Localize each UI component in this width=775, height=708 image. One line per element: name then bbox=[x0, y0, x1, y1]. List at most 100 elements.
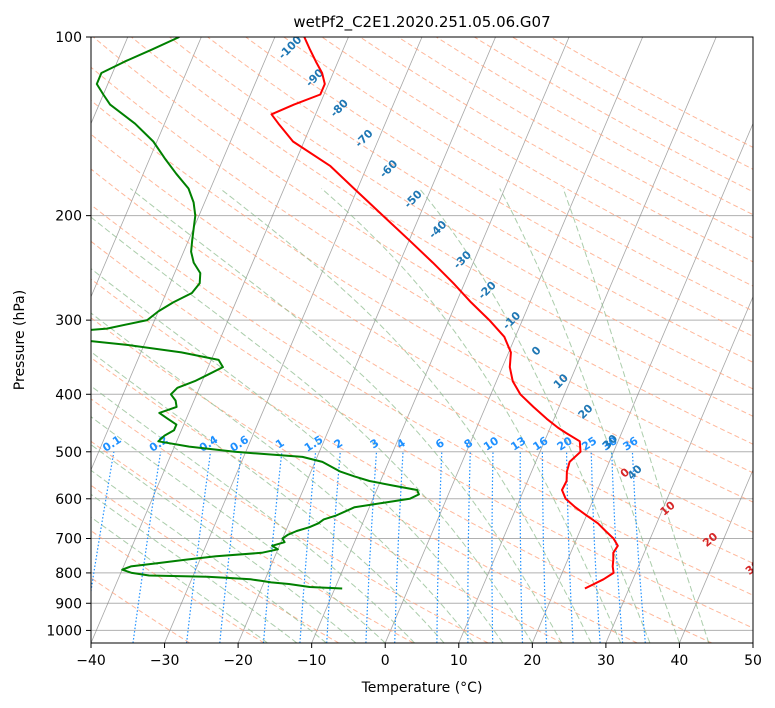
moist-adiabat-line bbox=[91, 516, 268, 643]
mixing-ratio-line bbox=[394, 451, 404, 643]
dewpoint-profile-line bbox=[91, 37, 420, 590]
y-tick-label: 1000 bbox=[46, 623, 82, 639]
dry-adiabat-label: -40 bbox=[426, 218, 449, 241]
y-tick-label: 800 bbox=[55, 566, 82, 582]
moist-adiabat-line bbox=[418, 188, 651, 643]
dry-adiabat-line bbox=[92, 37, 753, 445]
isotherm-line bbox=[237, 37, 496, 643]
y-tick-label: 500 bbox=[55, 445, 82, 461]
x-tick-label: −20 bbox=[223, 653, 253, 669]
dry-adiabat-line bbox=[91, 66, 753, 474]
isotherm-line bbox=[164, 37, 423, 643]
dry-adiabat-label: -80 bbox=[328, 96, 351, 119]
series-layer bbox=[91, 37, 619, 590]
y-tick-label: 400 bbox=[55, 387, 82, 403]
mixing-ratio-line bbox=[299, 451, 317, 643]
dry-adiabat-line bbox=[435, 37, 753, 216]
moist-adiabat-line bbox=[91, 443, 357, 643]
mixing-ratio-line bbox=[262, 451, 283, 643]
moist-adiabat-line bbox=[91, 351, 445, 643]
dry-adiabat-line bbox=[321, 37, 753, 287]
dry-adiabat-line bbox=[91, 577, 190, 643]
moist-adiabat-line bbox=[91, 416, 386, 643]
mixing-ratio-line bbox=[566, 451, 574, 643]
mixing-ratio-line bbox=[91, 451, 115, 595]
dry-adiabat-line bbox=[91, 240, 753, 629]
dry-adiabat-line bbox=[550, 37, 753, 148]
y-tick-label: 100 bbox=[55, 30, 82, 46]
moist-adiabat-line bbox=[219, 188, 592, 643]
mixing-ratio-label: 25 bbox=[579, 434, 599, 453]
dry-adiabat-line bbox=[91, 398, 489, 643]
isotherm-line bbox=[458, 37, 717, 643]
dry-adiabat-line bbox=[91, 204, 753, 596]
isotherm-line bbox=[752, 641, 753, 643]
dry-adiabat-line bbox=[512, 37, 753, 170]
dry-adiabat-line bbox=[91, 530, 265, 643]
moist-adiabat-line bbox=[91, 268, 504, 643]
dry-adiabat-line bbox=[91, 440, 414, 643]
moist-adiabat-line bbox=[321, 188, 622, 643]
dry-adiabat-label: 20 bbox=[576, 401, 596, 421]
moist-adiabat-line bbox=[91, 312, 474, 643]
moist-adiabat-line bbox=[499, 188, 680, 643]
moist-adiabat-label: 30 bbox=[743, 558, 763, 578]
isotherm-line bbox=[531, 122, 753, 643]
isotherm-line bbox=[679, 468, 753, 643]
dry-adiabat-line bbox=[91, 317, 638, 643]
moist-adiabat-line bbox=[91, 493, 298, 643]
x-axis-ticks: −40 −30 −20 −10 0 10 20 30 40 50 bbox=[76, 643, 762, 669]
isotherm-line bbox=[91, 37, 276, 471]
mixing-ratio-line bbox=[219, 451, 242, 643]
line-labels: 0.1 0.2 0.4 0.6 1 1.5 2 3 4 6 8 10 13 16 20 25 30 36-100-… bbox=[100, 37, 763, 578]
x-tick-label: 50 bbox=[744, 653, 762, 669]
x-tick-label: 30 bbox=[597, 653, 615, 669]
plot-frame bbox=[90, 36, 754, 644]
background-lines bbox=[91, 37, 753, 643]
moist-adiabat-label: 20 bbox=[700, 530, 720, 550]
y-tick-label: 600 bbox=[55, 492, 82, 508]
mixing-ratio-line bbox=[491, 451, 494, 643]
isotherm-line bbox=[605, 295, 753, 643]
chart-title: wetPf2_C2E1.2020.251.05.06.G07 bbox=[293, 13, 550, 32]
mixing-ratio-label: 6 bbox=[433, 436, 447, 451]
x-tick-label: −30 bbox=[150, 653, 180, 669]
isotherm-line bbox=[384, 37, 644, 643]
x-axis-label: Temperature (°C) bbox=[361, 680, 483, 696]
mixing-ratio-label: 16 bbox=[531, 434, 551, 453]
moist-adiabat-line bbox=[562, 188, 710, 643]
moist-adiabat-line bbox=[91, 216, 533, 643]
dry-adiabat-label: 10 bbox=[551, 371, 571, 391]
x-tick-label: 0 bbox=[381, 653, 390, 669]
moist-adiabat-line bbox=[129, 188, 563, 643]
mixing-ratio-line bbox=[365, 451, 378, 643]
x-tick-label: 10 bbox=[450, 653, 468, 669]
mixing-ratio-line bbox=[590, 451, 601, 643]
mixing-ratio-line bbox=[519, 451, 524, 643]
x-tick-label: −10 bbox=[297, 653, 327, 669]
mixing-ratio-label: 1 bbox=[273, 436, 287, 451]
mixing-ratio-line bbox=[436, 451, 443, 643]
dry-adiabat-line bbox=[91, 168, 753, 564]
mixing-ratio-line bbox=[132, 451, 162, 643]
mixing-ratio-line bbox=[186, 451, 212, 643]
mixing-ratio-line bbox=[631, 451, 646, 643]
dry-adiabat-label: 0 bbox=[529, 343, 544, 358]
isotherm-line bbox=[91, 37, 202, 298]
mixing-ratio-label: 4 bbox=[394, 436, 408, 451]
dry-adiabat-line bbox=[283, 37, 753, 312]
moist-adiabat-line bbox=[91, 385, 415, 643]
y-axis-ticks: 100 200 300 400 500 600 700 800 900 1000 bbox=[46, 30, 91, 639]
dry-adiabat-line bbox=[474, 37, 753, 193]
y-tick-label: 300 bbox=[55, 313, 82, 329]
y-tick-label: 200 bbox=[55, 209, 82, 225]
x-tick-label: 20 bbox=[523, 653, 541, 669]
mixing-ratio-label: 36 bbox=[621, 434, 641, 453]
moist-adiabat-label: 10 bbox=[658, 498, 678, 518]
x-tick-label: 40 bbox=[670, 653, 688, 669]
x-tick-label: −40 bbox=[76, 653, 106, 669]
y-tick-label: 700 bbox=[55, 532, 82, 548]
y-tick-label: 900 bbox=[55, 596, 82, 612]
mixing-ratio-label: 13 bbox=[508, 434, 528, 453]
dry-adiabat-line bbox=[359, 37, 753, 263]
